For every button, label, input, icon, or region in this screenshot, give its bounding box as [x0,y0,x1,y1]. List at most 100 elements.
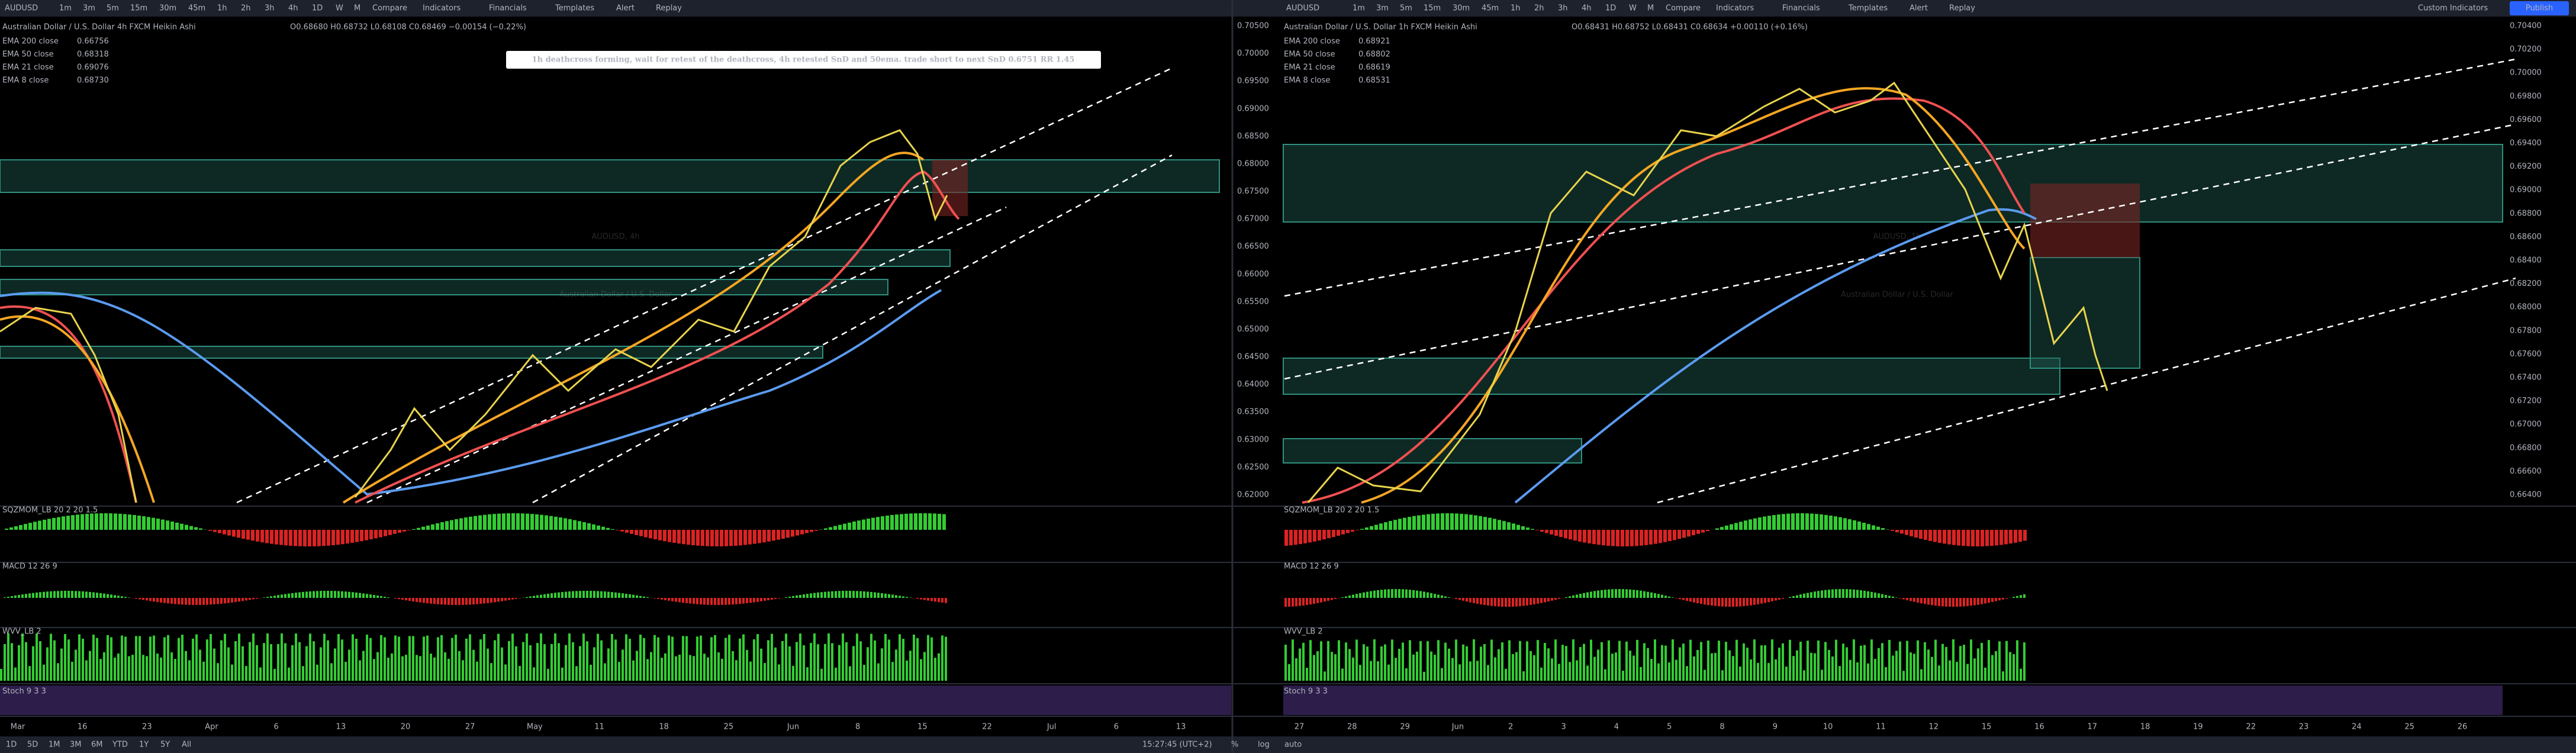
toolbar-item[interactable]: 15m [1424,4,1441,13]
hist-bar [405,598,407,601]
hist-bar [1512,654,1514,681]
hist-bar [792,665,794,681]
toolbar-item[interactable]: 2h [1534,4,1544,13]
hist-bar [242,598,244,601]
hist-bar [1292,598,1294,607]
toolbar-item[interactable]: M [354,4,360,13]
hist-bar [639,596,642,598]
hist-bar [1917,598,1919,603]
hist-bar [590,664,592,681]
range-button[interactable]: YTD [112,741,128,749]
scale-option[interactable]: log [1258,741,1270,749]
hist-bar [1341,597,1344,598]
toolbar-item[interactable]: 45m [188,4,205,13]
ema-name: EMA 50 close [2,50,54,59]
series-title: Australian Dollar / U.S. Dollar 1h FXCM … [1284,23,1477,32]
toolbar-item[interactable]: Alert [616,4,635,13]
hist-bar [1721,598,1724,607]
toolbar-item[interactable]: W [1629,4,1637,13]
toolbar-item[interactable]: W [336,4,343,13]
range-button[interactable]: 1Y [139,741,149,749]
toolbar-item[interactable]: Alert [1910,4,1928,13]
hist-bar [1739,522,1743,530]
toolbar-item[interactable]: 3m [83,4,95,13]
toolbar-item[interactable]: M [1647,4,1654,13]
hist-bar [355,638,358,681]
hist-bar [124,636,127,681]
toolbar-item[interactable]: 3h [265,4,275,13]
hist-bar [1919,530,1923,539]
toolbar-item[interactable]: 45m [1482,4,1499,13]
price-tick: 0.67400 [2510,374,2542,382]
hist-bar [213,530,217,532]
toolbar-item[interactable]: 1m [1353,4,1365,13]
toolbar-item[interactable]: 2h [241,4,251,13]
date-tick: 9 [1773,723,1778,732]
hist-bar [232,530,236,537]
hist-bar [1294,530,1297,545]
toolbar-item[interactable]: 4h [288,4,298,13]
range-button[interactable]: 1M [49,741,60,749]
toolbar-item[interactable]: 4h [1582,4,1592,13]
range-button[interactable]: 6M [91,741,103,749]
toolbar-item[interactable]: 15m [130,4,147,13]
toolbar-item[interactable]: Compare [1666,4,1701,13]
toolbar-item[interactable]: 1m [59,4,72,13]
toolbar-item[interactable]: Compare [372,4,407,13]
range-button[interactable]: 1D [6,741,17,749]
hist-bar [1771,598,1773,601]
range-button[interactable]: 5Y [160,741,170,749]
toolbar-item[interactable]: 30m [159,4,176,13]
toolbar-item[interactable]: Indicators [1716,4,1754,13]
hist-bar [114,595,116,598]
toolbar-item[interactable]: 1D [312,4,323,13]
hist-bar [2004,530,2008,545]
hist-bar [80,514,84,530]
toolbar-item[interactable]: Financials [489,4,527,13]
toolbar-item[interactable]: Replay [656,4,682,13]
toolbar-item[interactable]: 1D [1605,4,1616,13]
toolbar-item[interactable]: 5m [107,4,119,13]
scale-option[interactable]: auto [1284,741,1302,749]
annotation-box [506,51,1101,69]
hist-bar [465,598,468,605]
hist-bar [1379,523,1383,530]
toolbar-item[interactable]: Templates [555,4,594,13]
range-button[interactable]: All [182,741,191,749]
hist-bar [1351,530,1354,532]
hist-bar [412,529,416,530]
hist-bar [1661,645,1663,681]
toolbar-bg [0,0,2576,17]
hist-bar [771,598,773,600]
hist-bar [636,595,638,598]
hist-bar [21,594,24,598]
toolbar-item[interactable]: 3h [1558,4,1568,13]
toolbar-item[interactable]: 3m [1376,4,1389,13]
toolbar-item[interactable]: Indicators [423,4,461,13]
range-button[interactable]: 3M [70,741,82,749]
range-button[interactable]: 5D [27,741,38,749]
price [0,81,2108,503]
publish-button[interactable] [2510,1,2569,15]
toolbar-item[interactable]: 1h [217,4,227,13]
hist-bar [188,598,191,605]
hist-bar [9,527,13,530]
hist-bar [1380,590,1383,598]
hist-bar [558,643,560,681]
hist-bar [117,596,120,598]
hist-bar [1331,598,1333,600]
publish-button[interactable]: Publish [2526,4,2553,13]
hist-bar [1537,640,1539,681]
toolbar-item[interactable]: Replay [1949,4,1975,13]
hist-bar [919,513,922,530]
toolbar-item[interactable]: Financials [1782,4,1820,13]
hist-bar [710,530,714,546]
toolbar-item[interactable]: Templates [1848,4,1888,13]
hist-bar [277,595,279,598]
hist-bar [504,664,507,681]
hist-bar [220,640,223,681]
toolbar-item[interactable]: 1h [1511,4,1521,13]
scale-option[interactable]: % [1231,741,1238,749]
toolbar-item[interactable]: 5m [1400,4,1412,13]
toolbar-item[interactable]: 30m [1453,4,1470,13]
